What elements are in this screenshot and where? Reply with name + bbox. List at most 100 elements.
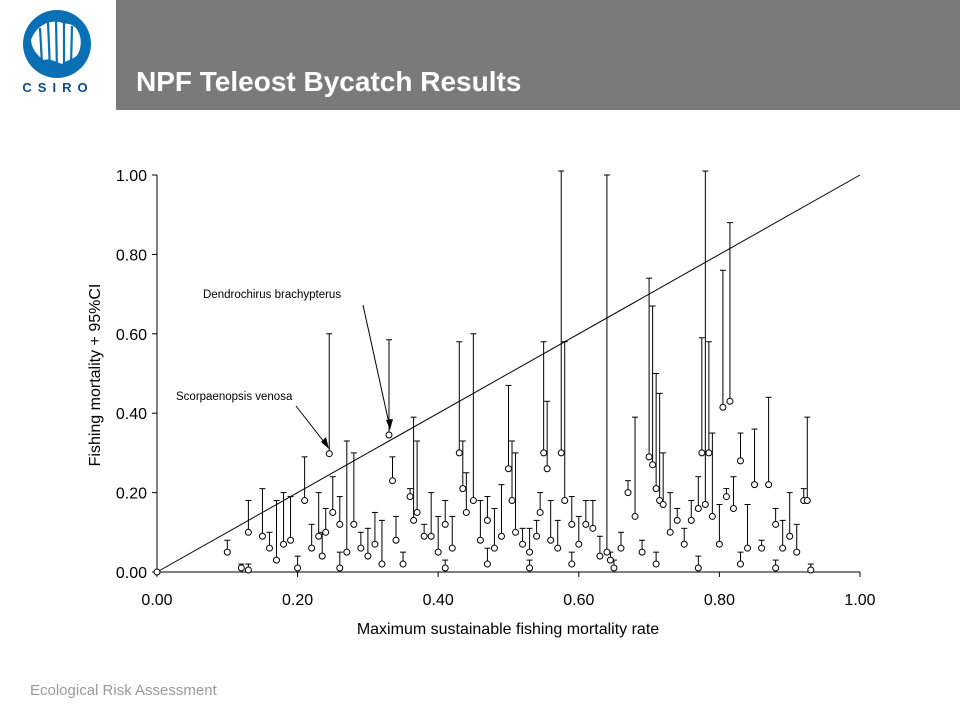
data-point xyxy=(631,512,639,520)
data-point xyxy=(512,528,520,536)
data-point xyxy=(329,508,337,516)
data-point xyxy=(413,508,421,516)
y-tick-label: 0.40 xyxy=(116,406,147,423)
data-point xyxy=(575,540,583,548)
data-point xyxy=(459,485,467,493)
data-point xyxy=(280,540,288,548)
data-point xyxy=(765,481,773,489)
data-point xyxy=(455,449,463,457)
data-point xyxy=(547,536,555,544)
data-point xyxy=(519,540,527,548)
data-point xyxy=(322,528,330,536)
data-point xyxy=(779,544,787,552)
data-point xyxy=(715,540,723,548)
data-point xyxy=(729,504,737,512)
data-point xyxy=(772,564,780,572)
data-point xyxy=(441,520,449,528)
annotation-dendrochirus: Dendrochirus brachypterus xyxy=(203,289,341,301)
data-point xyxy=(722,493,730,501)
data-point xyxy=(153,568,161,576)
data-point xyxy=(265,544,273,552)
data-point xyxy=(793,548,801,556)
data-point xyxy=(638,548,646,556)
data-point xyxy=(336,520,344,528)
chart-axes xyxy=(156,175,860,573)
x-tick-label: 0.60 xyxy=(563,592,594,609)
data-point xyxy=(325,450,333,458)
data-point xyxy=(751,481,759,489)
data-point xyxy=(736,560,744,568)
data-point xyxy=(350,520,358,528)
data-point xyxy=(803,497,811,505)
data-point xyxy=(543,465,551,473)
data-point xyxy=(526,548,534,556)
data-point xyxy=(536,508,544,516)
data-point xyxy=(483,516,491,524)
data-point xyxy=(318,552,326,560)
data-point xyxy=(645,453,653,461)
data-point xyxy=(483,560,491,568)
y-tick-label: 0.80 xyxy=(116,247,147,264)
data-point xyxy=(687,516,695,524)
data-point xyxy=(294,564,302,572)
data-point xyxy=(666,528,674,536)
data-point xyxy=(719,403,727,411)
data-point xyxy=(786,532,794,540)
data-point xyxy=(652,560,660,568)
data-point xyxy=(606,556,614,564)
y-tick-label: 1.00 xyxy=(116,168,147,185)
annotation-scorpaenopsis-arrowhead xyxy=(321,437,329,449)
data-point xyxy=(540,449,548,457)
data-point xyxy=(410,516,418,524)
data-point xyxy=(561,497,569,505)
data-point xyxy=(441,564,449,572)
data-point xyxy=(726,397,734,405)
x-tick-label: 0.80 xyxy=(704,592,735,609)
data-point xyxy=(273,556,281,564)
data-point xyxy=(694,504,702,512)
data-point xyxy=(589,524,597,532)
data-point xyxy=(659,501,667,509)
logo-text: CSIRO xyxy=(22,80,94,95)
y-ticks: 0.00 0.20 0.40 0.60 0.80 1.00 xyxy=(116,168,157,582)
page-title: NPF Teleost Bycatch Results xyxy=(136,66,522,97)
data-point xyxy=(336,564,344,572)
x-tick-label: 0.00 xyxy=(141,592,172,609)
data-point xyxy=(526,564,534,572)
data-point xyxy=(807,566,815,574)
data-point xyxy=(343,548,351,556)
data-point xyxy=(490,544,498,552)
x-tick-label: 0.20 xyxy=(282,592,313,609)
data-point xyxy=(287,536,295,544)
y-tick-label: 0.00 xyxy=(116,565,147,582)
data-point xyxy=(652,485,660,493)
annotation-dendrochirus-arrowhead xyxy=(386,419,393,430)
data-point xyxy=(427,532,435,540)
data-point xyxy=(237,564,245,572)
y-tick-label: 0.20 xyxy=(116,486,147,503)
data-point xyxy=(708,512,716,520)
data-point xyxy=(258,532,266,540)
data-point xyxy=(301,497,309,505)
error-bars xyxy=(224,170,814,571)
data-point xyxy=(505,465,512,473)
data-point xyxy=(680,540,688,548)
data-point xyxy=(617,544,625,552)
data-point xyxy=(705,449,713,457)
data-point xyxy=(315,532,323,540)
footer-text: Ecological Risk Assessment xyxy=(30,682,217,699)
y-axis-label: Fishing mortality + 95%CI xyxy=(87,284,104,467)
annotation-scorpaenopsis-arrow xyxy=(295,405,329,448)
x-tick-label: 0.40 xyxy=(423,592,454,609)
data-point xyxy=(772,520,780,528)
data-point xyxy=(568,560,576,568)
data-point xyxy=(758,544,766,552)
data-point xyxy=(357,544,365,552)
data-point xyxy=(736,457,744,465)
data-point xyxy=(389,477,397,485)
data-point xyxy=(596,552,604,560)
data-point xyxy=(582,520,590,528)
data-point xyxy=(364,552,372,560)
data-point xyxy=(406,493,414,501)
